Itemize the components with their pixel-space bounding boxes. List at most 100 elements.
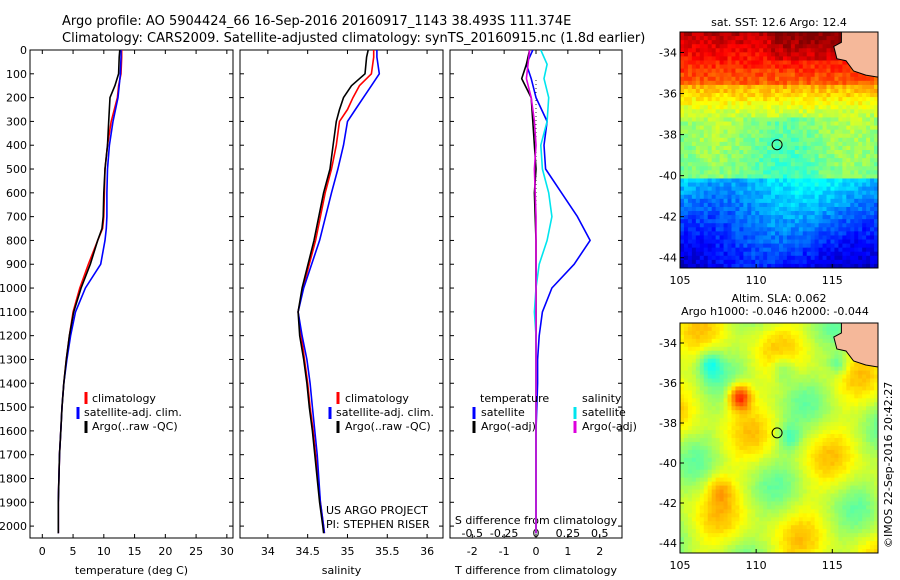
map-cell — [802, 453, 808, 459]
map-cell — [711, 133, 717, 139]
map-cell — [759, 194, 764, 200]
map-cell — [763, 370, 768, 376]
map-cell — [771, 36, 776, 41]
map-cell — [715, 330, 721, 336]
map-cell — [755, 449, 760, 455]
map-cell — [739, 109, 744, 114]
map-cell — [798, 113, 804, 119]
map-cell — [719, 398, 725, 403]
map-cell — [866, 219, 871, 224]
map-cell — [842, 72, 847, 78]
map-cell — [850, 125, 855, 131]
map-cell — [759, 402, 764, 407]
map-cell — [814, 154, 820, 159]
map-cell — [826, 36, 832, 41]
map-cell — [834, 406, 839, 411]
map-cell — [739, 362, 744, 368]
map-cell — [834, 68, 839, 74]
map-cell — [751, 382, 756, 388]
map-cell — [707, 441, 713, 447]
map-cell — [683, 465, 689, 471]
map-cell — [850, 453, 855, 459]
map-cell — [798, 239, 804, 245]
map-cell — [814, 394, 820, 399]
map-cell — [759, 206, 764, 212]
map-cell — [850, 402, 855, 407]
map-cell — [846, 386, 851, 392]
map-cell — [826, 154, 832, 159]
map-cell — [751, 215, 756, 220]
map-cell — [846, 414, 851, 419]
map-cell — [786, 378, 792, 384]
map-cell — [830, 109, 836, 114]
map-cell — [814, 231, 820, 237]
map-cell — [767, 137, 772, 143]
map-cell — [790, 231, 796, 237]
map-cell — [854, 259, 859, 265]
map-cell — [703, 406, 709, 411]
map-cell — [680, 227, 685, 232]
map-cell — [731, 227, 737, 232]
map-cell — [699, 441, 705, 447]
map-cell — [683, 350, 689, 356]
map-cell — [850, 239, 855, 245]
map-cell — [866, 410, 871, 415]
map-cell — [874, 430, 878, 435]
map-cell — [790, 202, 796, 208]
map-cell — [715, 166, 721, 171]
map-cell — [763, 402, 768, 407]
map-cell — [747, 438, 752, 443]
map-cell — [711, 206, 717, 212]
map-cell — [731, 202, 737, 208]
map-cell — [826, 235, 832, 241]
map-cell — [850, 150, 855, 155]
map-cell — [723, 178, 729, 184]
map-cell — [790, 97, 796, 102]
map-cell — [818, 390, 824, 395]
map-cell — [711, 453, 717, 459]
map-cell — [739, 162, 744, 167]
map-cell — [695, 350, 701, 356]
map-cell — [680, 445, 685, 451]
map-cell — [691, 88, 697, 94]
map-cell — [830, 202, 836, 208]
map-cell — [838, 215, 843, 220]
map-cell — [814, 141, 820, 147]
map-cell — [767, 239, 772, 245]
map-cell — [798, 44, 804, 49]
map-cell — [798, 414, 804, 419]
map-cell — [874, 182, 878, 188]
map-cell — [767, 378, 772, 384]
map-cell — [723, 137, 729, 143]
map-cell — [759, 84, 764, 90]
map-cell — [683, 382, 689, 388]
map-cell — [703, 334, 709, 340]
map-cell — [691, 182, 697, 188]
map-cell — [818, 239, 824, 245]
map-cell — [731, 358, 737, 364]
map-cell — [771, 68, 776, 74]
map-cell — [858, 121, 863, 127]
map-cell — [866, 414, 871, 419]
map-cell — [731, 68, 737, 74]
map-cell — [755, 52, 760, 58]
credit-line1: US ARGO PROJECT — [326, 504, 428, 517]
map-cell — [683, 211, 689, 216]
map-cell — [798, 386, 804, 392]
map-cell — [707, 154, 713, 159]
map-cell — [719, 350, 725, 356]
map-cell — [810, 334, 816, 340]
map-cell — [854, 386, 859, 392]
map-cell — [751, 129, 756, 135]
map-cell — [810, 129, 816, 135]
map-cell — [759, 170, 764, 176]
map-cell — [691, 263, 697, 268]
map-cell — [771, 198, 776, 204]
map-cell — [727, 133, 733, 139]
map-cell — [822, 223, 828, 228]
map-cell — [751, 334, 756, 340]
map-cell — [858, 186, 863, 192]
map-cell — [755, 323, 760, 328]
map-cell — [695, 166, 701, 171]
map-cell — [711, 194, 717, 200]
